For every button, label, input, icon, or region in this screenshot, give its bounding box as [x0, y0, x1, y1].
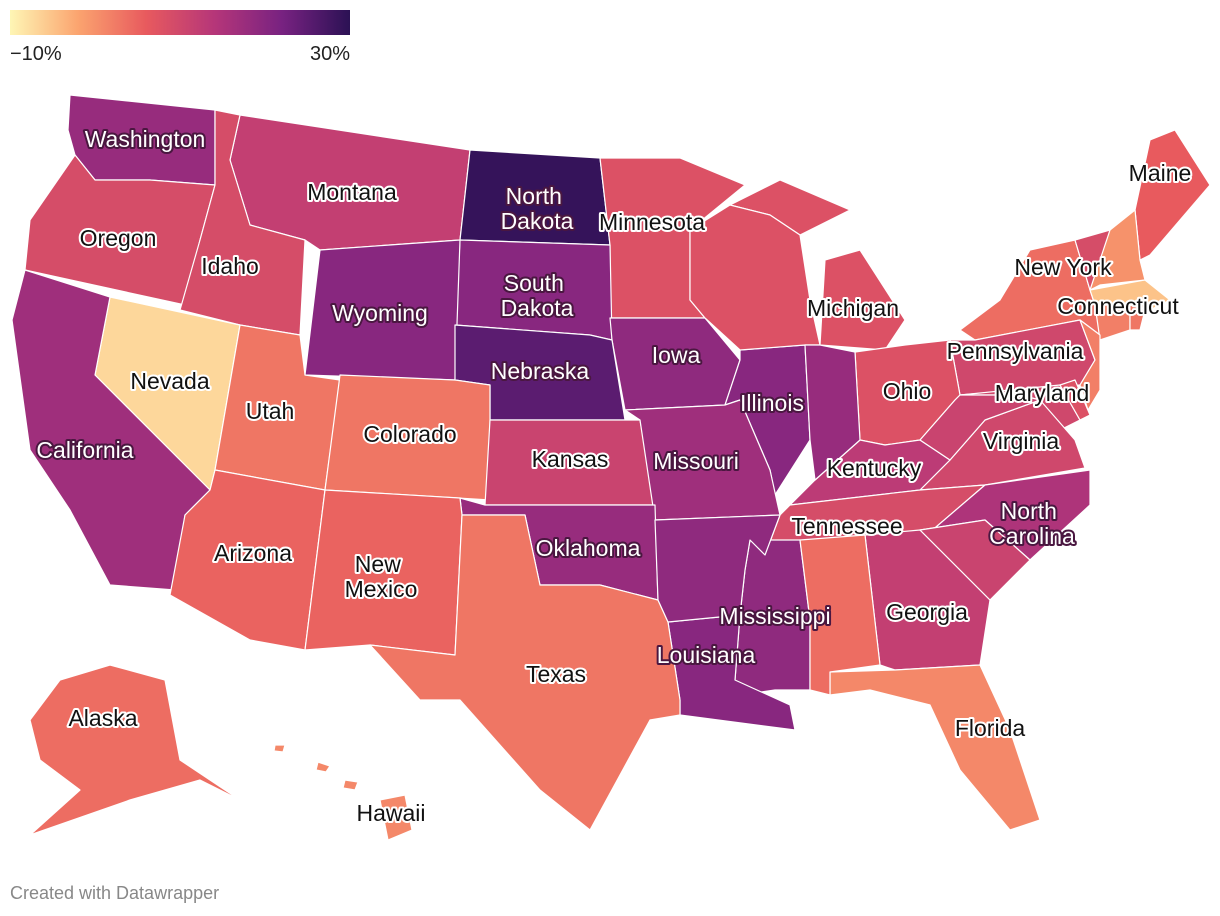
state-label: Idaho: [201, 253, 259, 279]
labels: Washington Montana North Dakota Minnesota Ma…: [34, 124, 1193, 828]
state: [804, 344, 861, 481]
state-label: North Dakota: [501, 183, 574, 234]
state-label: Michigan: [807, 295, 899, 321]
state-label: New York: [1014, 254, 1112, 280]
state: [1129, 304, 1146, 331]
state: [1059, 379, 1091, 421]
states: [11, 94, 1211, 841]
state-label: Pennsylvania: [947, 338, 1084, 364]
state: [369, 514, 681, 831]
state-label: Ohio: [883, 378, 932, 404]
state: [829, 664, 1041, 831]
state-label: Virginia: [983, 428, 1059, 454]
state-label: Georgia: [886, 599, 968, 625]
state: [919, 394, 1041, 461]
state: [624, 399, 781, 521]
state-label: Illinois: [740, 390, 804, 416]
state-label: Wyoming: [332, 300, 428, 326]
state-label: Texas: [526, 661, 586, 687]
state: [273, 744, 413, 841]
state-label: Arizona: [214, 540, 292, 566]
state-label: California: [36, 437, 133, 463]
state-label: Hawaii: [356, 800, 425, 826]
footer: Created with Datawrapper: [10, 883, 219, 903]
state-label: Oklahoma: [536, 535, 641, 561]
state-label: Connecticut: [1057, 293, 1179, 319]
state-label: Iowa: [652, 342, 701, 368]
state-label: Montana: [307, 179, 397, 205]
state-label: Utah: [246, 398, 295, 424]
state: [799, 534, 881, 696]
state-label: Nevada: [130, 368, 209, 394]
state: [654, 514, 781, 623]
state-label: Nebraska: [491, 358, 590, 384]
state-label: Missouri: [653, 448, 739, 474]
state-label: Florida: [955, 715, 1026, 741]
state: [1134, 129, 1211, 261]
state-label: North Carolina: [989, 498, 1075, 549]
state-label: Alaska: [68, 705, 137, 731]
state-label: Colorado: [363, 421, 456, 447]
state-label: Washington: [85, 126, 206, 152]
state-label: Louisiana: [657, 642, 756, 668]
state-label: Minnesota: [599, 209, 705, 235]
legend-max-label: 30%: [310, 43, 350, 65]
state-label: Mississippi: [719, 603, 830, 629]
legend-bar: [10, 10, 350, 35]
state-label: Maine: [1129, 160, 1192, 186]
legend-min-label: −10%: [10, 43, 62, 65]
state-label: Oregon: [80, 225, 157, 251]
state: [29, 664, 241, 836]
state-label: Maryland: [995, 380, 1090, 406]
state-label: South Dakota: [501, 270, 574, 321]
state-label: New Mexico: [345, 551, 418, 602]
state: [1089, 279, 1171, 311]
state-label: Kansas: [532, 446, 609, 472]
state: [919, 519, 1031, 601]
state-label: Tennessee: [791, 513, 902, 539]
state-label: Kentucky: [827, 455, 922, 481]
